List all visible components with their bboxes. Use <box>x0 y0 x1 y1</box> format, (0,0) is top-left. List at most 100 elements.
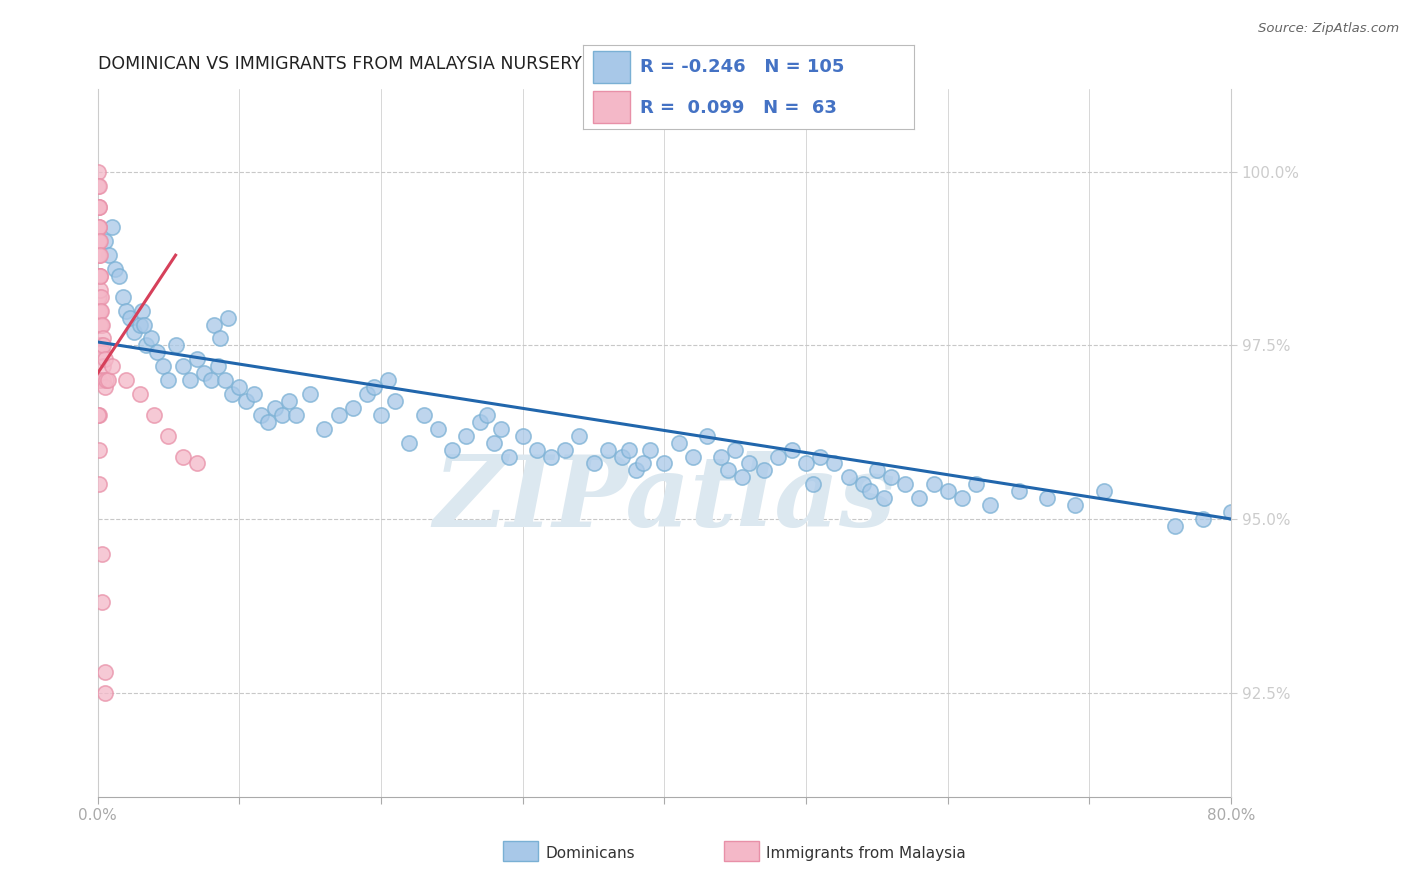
Point <box>270 408 292 422</box>
Point <box>186 352 208 367</box>
Point <box>89 248 111 262</box>
Point <box>89 318 111 332</box>
Point <box>738 457 761 471</box>
FancyBboxPatch shape <box>593 51 630 83</box>
Point <box>89 248 111 262</box>
Point <box>90 338 112 352</box>
Point <box>87 200 110 214</box>
Point <box>115 373 138 387</box>
Point <box>124 325 146 339</box>
Point <box>186 457 208 471</box>
Point <box>454 428 477 442</box>
Point <box>477 408 499 422</box>
Point <box>152 359 174 374</box>
Point <box>823 457 845 471</box>
Point <box>165 338 187 352</box>
Point <box>104 262 127 277</box>
Point <box>426 422 449 436</box>
Point <box>1220 505 1243 519</box>
Point <box>93 235 115 249</box>
Point <box>682 450 704 464</box>
Point <box>979 498 1001 512</box>
Point <box>89 268 111 283</box>
Point <box>235 394 257 409</box>
Point <box>1036 491 1059 505</box>
Point <box>568 428 591 442</box>
Point <box>440 442 463 457</box>
Point <box>129 318 152 332</box>
Point <box>91 373 114 387</box>
Point <box>87 165 110 179</box>
Point <box>87 235 110 249</box>
Text: Dominicans: Dominicans <box>546 847 636 861</box>
Point <box>87 178 110 193</box>
Point <box>91 338 114 352</box>
Point <box>89 268 111 283</box>
Point <box>894 477 917 491</box>
Point <box>98 248 121 262</box>
Point <box>101 359 124 374</box>
Point <box>90 595 112 609</box>
Point <box>87 408 110 422</box>
Point <box>724 442 747 457</box>
Point <box>610 450 633 464</box>
Point <box>89 338 111 352</box>
Point <box>87 338 110 352</box>
Point <box>936 484 959 499</box>
Point <box>299 387 322 401</box>
Point <box>87 477 110 491</box>
Text: Source: ZipAtlas.com: Source: ZipAtlas.com <box>1258 22 1399 36</box>
Point <box>370 408 392 422</box>
Point <box>87 268 110 283</box>
Point <box>731 470 754 484</box>
Point <box>1064 498 1087 512</box>
Point <box>624 463 647 477</box>
Point <box>87 303 110 318</box>
Point <box>1008 484 1031 499</box>
Point <box>207 359 229 374</box>
Point <box>710 450 733 464</box>
Point <box>89 303 111 318</box>
Point <box>89 235 111 249</box>
Point <box>766 450 789 464</box>
Point <box>91 331 114 345</box>
Point <box>87 268 110 283</box>
Point <box>87 303 110 318</box>
Point <box>717 463 740 477</box>
Point <box>87 373 110 387</box>
Point <box>242 387 264 401</box>
Point <box>87 290 110 304</box>
Point <box>1163 519 1185 533</box>
Point <box>89 283 111 297</box>
Point <box>221 387 243 401</box>
Point <box>112 290 135 304</box>
Point <box>87 408 110 422</box>
Point <box>526 442 548 457</box>
Point <box>94 373 117 387</box>
Point <box>249 408 271 422</box>
Point <box>89 303 111 318</box>
Point <box>97 373 120 387</box>
Point <box>801 477 824 491</box>
Point <box>470 415 492 429</box>
Point <box>384 394 406 409</box>
Point <box>87 200 110 214</box>
Point <box>838 470 860 484</box>
Point <box>141 331 163 345</box>
Point <box>668 435 690 450</box>
Point <box>363 380 385 394</box>
Text: Immigrants from Malaysia: Immigrants from Malaysia <box>766 847 966 861</box>
Point <box>285 408 308 422</box>
Point <box>93 685 115 699</box>
Point <box>93 352 115 367</box>
Point <box>87 373 110 387</box>
Point <box>512 428 534 442</box>
Point <box>179 373 201 387</box>
Point <box>696 428 718 442</box>
FancyBboxPatch shape <box>593 91 630 123</box>
Text: ZIPatlas: ZIPatlas <box>433 451 896 548</box>
Point <box>90 547 112 561</box>
Point <box>157 373 180 387</box>
Point <box>90 303 112 318</box>
Point <box>135 338 157 352</box>
